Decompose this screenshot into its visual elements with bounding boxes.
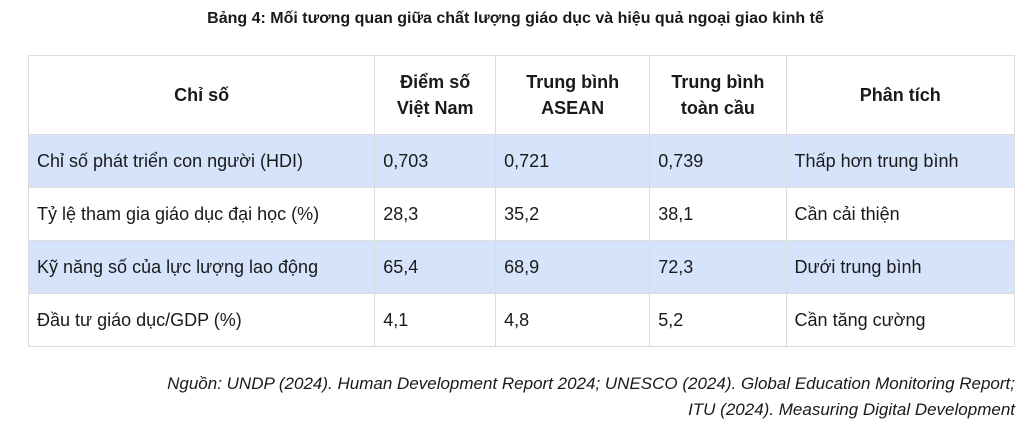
cell-global: 0,739 bbox=[649, 134, 787, 188]
header-line: ASEAN bbox=[541, 98, 605, 118]
cell-asean: 35,2 bbox=[495, 187, 651, 241]
table-title: Bảng 4: Mối tương quan giữa chất lượng g… bbox=[207, 10, 824, 27]
header-indicator: Chỉ số bbox=[27, 55, 376, 135]
cell-analysis: Cần cải thiện bbox=[785, 187, 1016, 241]
header-asean-average: Trung bình ASEAN bbox=[495, 55, 651, 135]
header-line: toàn cầu bbox=[680, 98, 755, 118]
header-analysis: Phân tích bbox=[785, 55, 1016, 135]
cell-asean: 68,9 bbox=[495, 240, 651, 294]
cell-indicator: Chỉ số phát triển con người (HDI) bbox=[27, 134, 376, 188]
source-line: ITU (2024). Measuring Digital Developmen… bbox=[688, 400, 1015, 419]
cell-analysis: Thấp hơn trung bình bbox=[785, 134, 1016, 188]
header-line: Phân tích bbox=[859, 85, 941, 105]
cell-indicator: Kỹ năng số của lực lượng lao động bbox=[27, 240, 376, 294]
source-note: Nguồn: UNDP (2024). Human Development Re… bbox=[15, 371, 1015, 423]
cell-analysis: Cần tăng cường bbox=[785, 293, 1016, 347]
cell-vietnam: 0,703 bbox=[374, 134, 497, 188]
header-line: Việt Nam bbox=[396, 98, 474, 118]
cell-vietnam: 28,3 bbox=[374, 187, 497, 241]
header-line: Chỉ số bbox=[174, 85, 230, 105]
header-global-average: Trung bình toàn cầu bbox=[649, 55, 787, 135]
header-line: Điểm số bbox=[400, 72, 471, 92]
cell-indicator: Tỷ lệ tham gia giáo dục đại học (%) bbox=[27, 187, 376, 241]
table-row: Tỷ lệ tham gia giáo dục đại học (%) 28,3… bbox=[27, 187, 1016, 241]
cell-asean: 4,8 bbox=[495, 293, 651, 347]
cell-analysis: Dưới trung bình bbox=[785, 240, 1016, 294]
table-row: Đầu tư giáo dục/GDP (%) 4,1 4,8 5,2 Cần … bbox=[27, 293, 1016, 347]
cell-vietnam: 65,4 bbox=[374, 240, 497, 294]
header-line: Trung bình bbox=[526, 72, 620, 92]
header-vietnam-score: Điểm số Việt Nam bbox=[374, 55, 497, 135]
header-line: Trung bình bbox=[671, 72, 765, 92]
cell-global: 38,1 bbox=[649, 187, 787, 241]
table-row: Kỹ năng số của lực lượng lao động 65,4 6… bbox=[27, 240, 1016, 294]
table-row: Chỉ số phát triển con người (HDI) 0,703 … bbox=[27, 134, 1016, 188]
table-header-row: Chỉ số Điểm số Việt Nam Trung bình ASEAN… bbox=[27, 55, 1016, 135]
source-line: Nguồn: UNDP (2024). Human Development Re… bbox=[167, 374, 1015, 393]
cell-indicator: Đầu tư giáo dục/GDP (%) bbox=[27, 293, 376, 347]
data-table: Chỉ số Điểm số Việt Nam Trung bình ASEAN… bbox=[27, 55, 1016, 347]
cell-vietnam: 4,1 bbox=[374, 293, 497, 347]
cell-asean: 0,721 bbox=[495, 134, 651, 188]
cell-global: 72,3 bbox=[649, 240, 787, 294]
cell-global: 5,2 bbox=[649, 293, 787, 347]
